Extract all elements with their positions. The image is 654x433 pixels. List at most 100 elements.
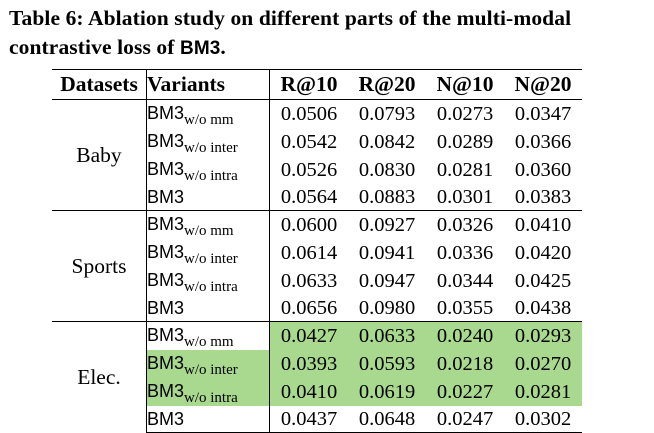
metric-value-cell: 0.0600 — [269, 210, 348, 239]
variant-base-name: BM3 — [147, 325, 185, 345]
table-row: BM3 0.0564 0.0883 0.0301 0.0383 — [52, 184, 582, 211]
metric-value-cell: 0.0425 — [514, 270, 572, 292]
table-row: BM3w/o intra 0.0526 0.0830 0.0281 0.0360 — [52, 156, 582, 184]
metric-value-cell: 0.0410 — [269, 378, 348, 406]
metric-value-cell: 0.0614 — [280, 242, 338, 264]
metric-value-cell: 0.0633 — [348, 321, 426, 350]
metric-value-cell: 0.0360 — [514, 159, 572, 181]
dataset-cell: Baby — [52, 99, 147, 211]
header-metric-r20: R@20 — [348, 69, 426, 100]
variant-cell: BM3w/o mm — [146, 321, 270, 350]
variant-cell: BM3w/o mm — [146, 210, 270, 239]
table-row: BM3w/o intra 0.0633 0.0947 0.0344 0.0425 — [52, 267, 582, 295]
metric-value-cell: 0.0289 — [436, 131, 494, 153]
metric-value-cell: 0.0273 — [426, 99, 504, 128]
variant-cell: BM3 — [146, 184, 270, 211]
header-metric-r10: R@10 — [269, 69, 348, 100]
metric-value-cell: 0.0437 — [269, 406, 348, 433]
variant-subscript: w/o intra — [184, 168, 238, 184]
metric-value-cell: 0.0542 — [280, 131, 338, 153]
variant-cell: BM3w/o inter — [146, 128, 270, 156]
caption-line-2-prefix: contrastive loss of — [9, 35, 180, 59]
variant-cell: BM3 — [146, 295, 270, 322]
metric-value-cell: 0.0842 — [358, 131, 416, 153]
table-row: Sports BM3w/o mm 0.0600 0.0927 0.0326 0.0410 — [52, 210, 582, 322]
variant-cell: BM3w/o intra — [146, 156, 270, 184]
table-row: Baby BM3w/o mm 0.0506 0.0793 0.0273 0.0347 — [52, 99, 582, 211]
metric-value-cell: 0.0336 — [436, 242, 494, 264]
table-row: BM3w/o inter 0.0614 0.0941 0.0336 0.0420 — [52, 239, 582, 267]
metric-value-cell: 0.0593 — [348, 350, 426, 378]
metric-value-cell: 0.0326 — [426, 210, 504, 239]
header-row: Datasets Variants R@10 R@20 N@10 N@20 — [52, 69, 582, 100]
header-variants: Variants — [146, 69, 270, 100]
variant-cell: BM3w/o intra — [146, 378, 270, 406]
metric-value-cell: 0.0830 — [358, 159, 416, 181]
table-row: Elec. BM3w/o mm 0.0427 0.0633 0.0240 0.0293 — [52, 321, 582, 433]
metric-value-cell: 0.0438 — [514, 297, 572, 319]
metric-value-cell: 0.0227 — [426, 378, 504, 406]
metric-value-cell: 0.0526 — [280, 159, 338, 181]
metric-value-cell: 0.0281 — [436, 159, 494, 181]
metric-value-cell: 0.0564 — [280, 186, 338, 208]
caption-line-1: Table 6: Ablation study on different par… — [9, 6, 572, 30]
variant-base-name: BM3 — [147, 131, 185, 151]
variant-cell: BM3w/o intra — [146, 267, 270, 295]
table-body: Baby BM3w/o mm 0.0506 0.0793 0.0273 0.0347 BM3… — [52, 99, 582, 433]
metric-value-cell: 0.0941 — [358, 242, 416, 264]
caption-line-2-suffix: . — [220, 35, 226, 59]
metric-value-cell: 0.0619 — [348, 378, 426, 406]
metric-value-cell: 0.0633 — [280, 270, 338, 292]
metric-value-cell: 0.0293 — [504, 321, 582, 350]
variant-subscript: w/o mm — [184, 112, 234, 128]
dataset-cell: Sports — [52, 210, 147, 322]
variant-subscript: w/o intra — [184, 279, 238, 295]
variant-base-name: BM3 — [147, 159, 185, 179]
dataset-cell: Elec. — [52, 321, 147, 433]
variant-base-name: BM3 — [147, 242, 185, 262]
header-metric-n10: N@10 — [426, 69, 504, 100]
metric-value-cell: 0.0355 — [436, 297, 494, 319]
metric-value-cell: 0.0270 — [504, 350, 582, 378]
metric-value-cell: 0.0393 — [269, 350, 348, 378]
variant-base-name: BM3 — [147, 381, 185, 401]
metric-value-cell: 0.0980 — [358, 297, 416, 319]
metric-value-cell: 0.0240 — [426, 321, 504, 350]
metric-value-cell: 0.0383 — [514, 186, 572, 208]
variant-base-name: BM3 — [147, 103, 185, 123]
metric-value-cell: 0.0420 — [514, 242, 572, 264]
metric-value-cell: 0.0506 — [269, 99, 348, 128]
variant-base-name: BM3 — [147, 409, 185, 429]
variant-subscript: w/o mm — [184, 223, 234, 239]
metric-value-cell: 0.0927 — [348, 210, 426, 239]
header-metric-n20: N@20 — [504, 69, 582, 100]
metric-value-cell: 0.0947 — [358, 270, 416, 292]
variant-cell: BM3w/o inter — [146, 239, 270, 267]
variant-cell: BM3 — [146, 406, 270, 433]
variant-cell: BM3w/o mm — [146, 99, 270, 128]
header-datasets: Datasets — [52, 69, 147, 100]
metric-value-cell: 0.0366 — [514, 131, 572, 153]
metric-value-cell: 0.0793 — [348, 99, 426, 128]
metric-value-cell: 0.0410 — [504, 210, 582, 239]
variant-subscript: w/o mm — [184, 334, 234, 350]
metric-value-cell: 0.0648 — [348, 406, 426, 433]
metric-value-cell: 0.0427 — [269, 321, 348, 350]
variant-cell: BM3w/o inter — [146, 350, 270, 378]
metric-value-cell: 0.0347 — [504, 99, 582, 128]
metric-value-cell: 0.0301 — [436, 186, 494, 208]
ablation-table: Datasets Variants R@10 R@20 N@10 N@20 Ba… — [52, 69, 582, 433]
table-row: BM3 0.0656 0.0980 0.0355 0.0438 — [52, 295, 582, 322]
table-header: Datasets Variants R@10 R@20 N@10 N@20 — [52, 69, 582, 100]
variant-subscript: w/o inter — [184, 140, 238, 156]
metric-value-cell: 0.0247 — [426, 406, 504, 433]
variant-subscript: w/o inter — [184, 251, 238, 267]
metric-value-cell: 0.0281 — [504, 378, 582, 406]
metric-value-cell: 0.0656 — [280, 297, 338, 319]
table-row: BM3w/o inter 0.0393 0.0593 0.0218 0.0270 — [52, 350, 582, 378]
variant-base-name: BM3 — [147, 298, 185, 318]
variant-base-name: BM3 — [147, 353, 185, 373]
variant-subscript: w/o inter — [184, 362, 238, 378]
table-row: BM3w/o inter 0.0542 0.0842 0.0289 0.0366 — [52, 128, 582, 156]
metric-value-cell: 0.0218 — [426, 350, 504, 378]
